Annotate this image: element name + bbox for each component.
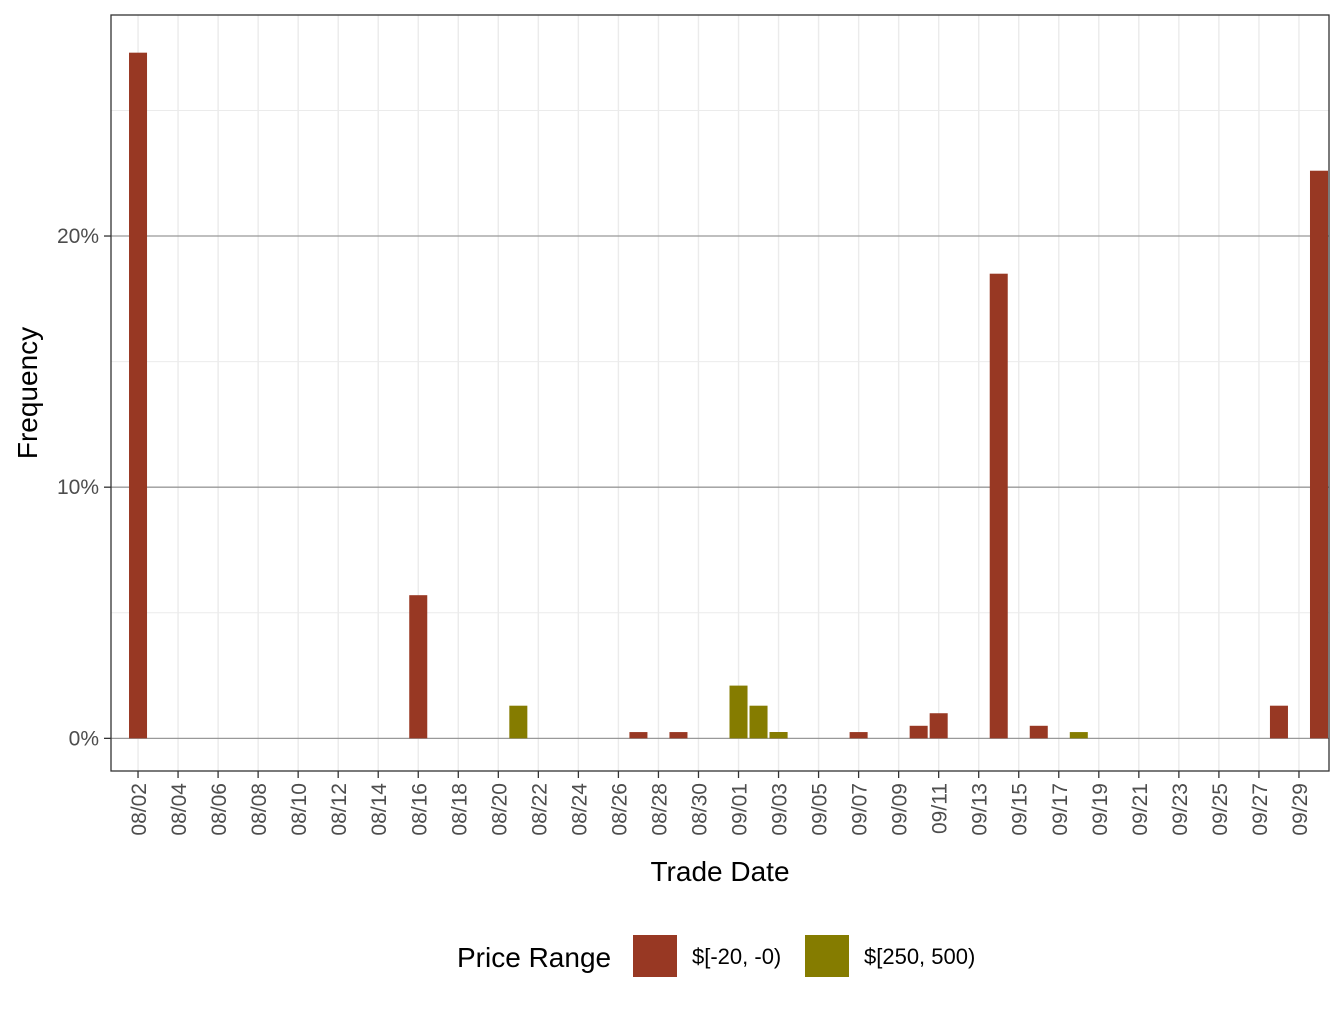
bar-series-0: [629, 732, 648, 739]
x-tick-label: 09/23: [1169, 783, 1192, 836]
x-tick-label: 08/22: [528, 783, 551, 836]
x-tick-label: 08/30: [688, 783, 711, 836]
x-tick-label: 08/02: [128, 783, 151, 836]
x-tick-label: 08/26: [608, 783, 631, 836]
legend: Price Range $[-20, -0) $[250, 500): [457, 935, 975, 977]
x-tick-label: 09/13: [969, 783, 992, 836]
x-tick-label: 09/29: [1289, 783, 1312, 836]
bar-series-0: [909, 725, 928, 739]
legend-label-1: $[250, 500): [864, 944, 975, 969]
bar-series-0: [1029, 725, 1048, 739]
x-tick-label: 08/16: [408, 783, 431, 836]
x-tick-label: 08/24: [568, 783, 591, 836]
x-tick-label: 09/25: [1209, 783, 1232, 836]
bar-series-0: [849, 732, 868, 739]
legend-label-0: $[-20, -0): [692, 944, 781, 969]
x-tick-label: 09/21: [1129, 783, 1152, 836]
bar-series-0: [409, 595, 428, 739]
y-axis: 0% 10% 20%: [57, 225, 111, 750]
y-axis-title: Frequency: [12, 327, 43, 459]
y-tick-label: 10%: [57, 476, 99, 499]
bar-series-0: [669, 732, 688, 739]
x-axis: 08/02 08/04 08/06 08/08 08/10 08/12 08/14 08/16…: [128, 771, 1312, 836]
x-tick-label: 08/18: [448, 783, 471, 836]
legend-key-swatch-0: [633, 935, 677, 977]
bar-series-0: [989, 273, 1008, 739]
legend-title: Price Range: [457, 942, 611, 973]
bar-series-1: [749, 705, 768, 739]
panel-border: [110, 14, 1330, 772]
bar-series-1: [729, 685, 748, 739]
x-tick-label: 09/09: [889, 783, 912, 836]
x-tick-label: 08/20: [488, 783, 511, 836]
x-tick-label: 09/01: [729, 783, 752, 836]
bar-series-0: [1269, 705, 1288, 739]
bar-series-1: [509, 705, 528, 739]
x-tick-label: 09/19: [1089, 783, 1112, 836]
x-tick-label: 08/08: [248, 783, 271, 836]
grid-lines: [111, 15, 1329, 771]
x-tick-label: 09/15: [1009, 783, 1032, 836]
x-tick-label: 08/06: [208, 783, 231, 836]
bar-series-0: [129, 52, 148, 739]
x-tick-label: 09/07: [849, 783, 872, 836]
x-tick-label: 09/17: [1049, 783, 1072, 836]
x-tick-label: 09/11: [929, 783, 952, 834]
x-tick-label: 08/04: [168, 783, 191, 836]
x-tick-label: 08/28: [648, 783, 671, 836]
bar-series-1: [1069, 732, 1088, 739]
x-tick-label: 09/05: [809, 783, 832, 836]
bars: [129, 52, 1328, 739]
y-tick-label: 0%: [69, 727, 99, 750]
bar-series-0: [1309, 170, 1328, 739]
x-tick-label: 09/03: [769, 783, 792, 836]
x-tick-label: 08/10: [288, 783, 311, 836]
x-axis-title: Trade Date: [650, 856, 789, 887]
bar-series-0: [929, 713, 948, 739]
x-tick-label: 08/12: [328, 783, 351, 836]
x-tick-label: 09/27: [1249, 783, 1272, 836]
legend-key-swatch-1: [805, 935, 849, 977]
bar-series-1: [769, 732, 788, 739]
y-tick-label: 20%: [57, 225, 99, 248]
x-tick-label: 08/14: [368, 783, 391, 836]
